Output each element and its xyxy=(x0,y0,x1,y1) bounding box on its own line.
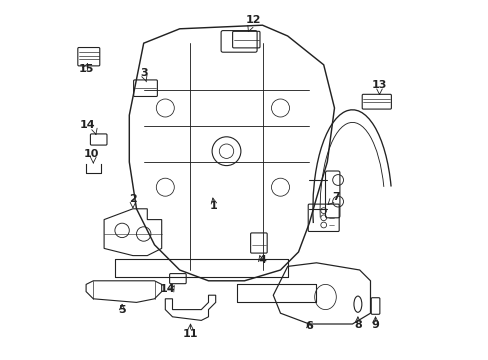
Text: 13: 13 xyxy=(371,80,386,90)
Text: 5: 5 xyxy=(118,305,125,315)
Text: 6: 6 xyxy=(305,321,313,332)
Text: 7: 7 xyxy=(332,192,340,202)
Text: 12: 12 xyxy=(245,15,261,26)
Text: 1: 1 xyxy=(209,201,217,211)
Text: 4: 4 xyxy=(258,255,266,265)
Text: 14: 14 xyxy=(80,120,96,130)
Text: 9: 9 xyxy=(371,320,379,330)
Text: 14: 14 xyxy=(159,284,175,294)
Text: 10: 10 xyxy=(83,149,99,159)
Text: 15: 15 xyxy=(78,64,94,74)
Text: 8: 8 xyxy=(353,320,361,330)
Text: 2: 2 xyxy=(129,194,137,204)
Text: 11: 11 xyxy=(183,329,198,339)
Text: 3: 3 xyxy=(140,68,147,78)
